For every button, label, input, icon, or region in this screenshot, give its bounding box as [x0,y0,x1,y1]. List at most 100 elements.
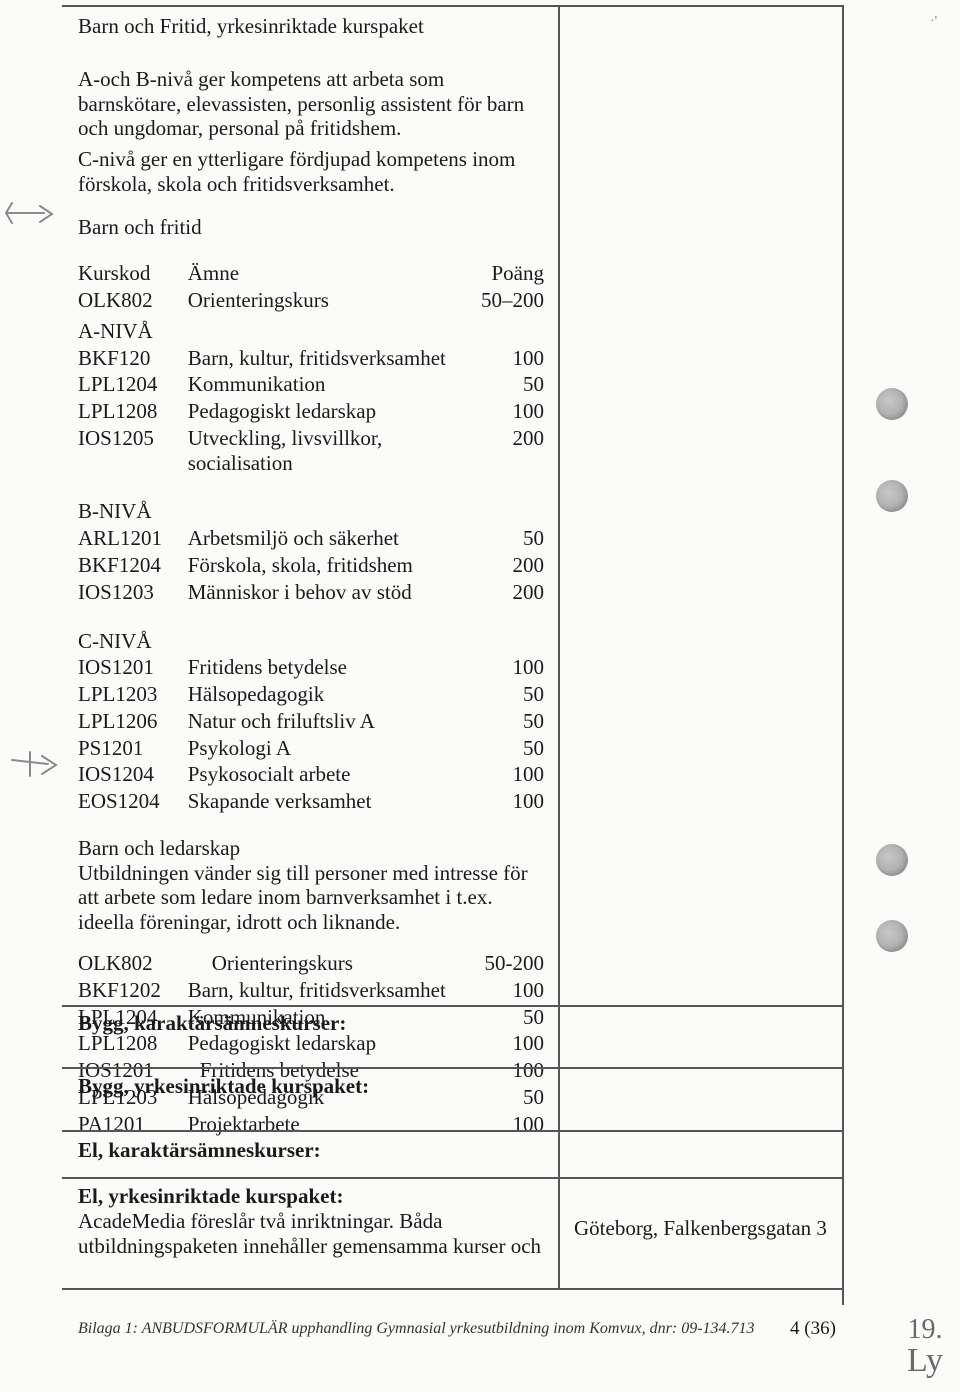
course-code: LPL1203 [78,682,188,709]
course-points: 50–200 [476,288,548,315]
course-subject: Barn, kultur, fritidsverksamhet [188,978,477,1005]
course-points: 100 [476,789,548,816]
row-el-yrk: El, yrkesinriktade kurspaket: AcadeMedia… [78,1184,548,1258]
course-subject: Orienteringskurs [188,951,477,978]
course-points: 200 [476,553,548,580]
handwritten-note: 19. Ly [894,1316,956,1388]
row-divider [62,1067,844,1069]
row-divider [62,1005,844,1007]
course-points: 50 [476,736,548,763]
course-code: IOS1203 [78,580,188,607]
course-code: OLK802 [78,951,188,978]
main-content-cell: Barn och Fritid, yrkesinriktade kurspake… [78,14,548,1138]
course-row: LPL1208Pedagogiskt ledarskap100 [78,399,548,426]
course-code: LPL1206 [78,709,188,736]
course-row: IOS1204Psykosocialt arbete100 [78,762,548,789]
course-code: OLK802 [78,288,188,315]
course-table-2: OLK802Orienteringskurs50-200BKF1202Barn,… [78,951,548,1138]
section2-title: Barn och ledarskap [78,836,548,861]
course-row: IOS1203Människor i behov av stöd200 [78,580,548,607]
course-subject: Pedagogiskt ledarskap [188,399,476,426]
course-code: LPL1208 [78,399,188,426]
subtitle: Barn och fritid [78,215,548,240]
course-subject: Barn, kultur, fritidsverksamhet [188,346,476,373]
row-bygg-kar: Bygg, karaktärsämneskurser: [78,1011,346,1036]
course-subject: Psykologi A [188,736,476,763]
margin-arrow-icon [8,750,64,780]
column-divider [558,5,560,1288]
course-row: BKF1202Barn, kultur, fritidsverksamhet10… [78,978,548,1005]
course-row: IOS1205Utveckling, livsvillkor, socialis… [78,426,548,478]
course-subject: Arbetsmiljö och säkerhet [188,526,476,553]
course-code: ARL1201 [78,526,188,553]
desc-2: C-nivå ger en ytterligare fördjupad komp… [78,147,548,197]
course-row: BKF1204Förskola, skola, fritidshem200 [78,553,548,580]
hdr-code: Kurskod [78,261,188,288]
row-bygg-yrk: Bygg, yrkesinriktade kurspaket: [78,1074,369,1099]
course-code: LPL1204 [78,372,188,399]
course-subject: Utveckling, livsvillkor, socialisation [188,426,476,478]
level-row: A-NIVÅ [78,315,548,346]
course-points: 100 [476,346,548,373]
title: Barn och Fritid, yrkesinriktade kurspake… [78,14,548,39]
course-code: IOS1205 [78,426,188,478]
punch-hole-icon [876,480,908,512]
course-row: OLK802Orienteringskurs50–200 [78,288,548,315]
level-label: A-NIVÅ [78,315,548,346]
course-points: 50 [476,372,548,399]
row-divider [62,1288,844,1290]
punch-hole-icon [876,844,908,876]
course-points: 200 [476,426,548,478]
course-subject: Hälsopedagogik [188,682,476,709]
course-code: IOS1204 [78,762,188,789]
course-points: 100 [476,762,548,789]
level-row: C-NIVÅ [78,625,548,656]
row-divider [62,1177,844,1179]
course-subject: Skapande verksamhet [188,789,476,816]
course-points: 50 [476,1005,548,1032]
row-el-yrk-title: El, yrkesinriktade kurspaket: [78,1184,343,1208]
table-header-row: Kurskod Ämne Poäng [78,261,548,288]
course-subject: Människor i behov av stöd [188,580,476,607]
course-row: IOS1201Fritidens betydelse100 [78,655,548,682]
level-label: C-NIVÅ [78,625,548,656]
course-points: 100 [476,1031,548,1058]
course-points: 100 [476,655,548,682]
course-points: 50-200 [476,951,548,978]
level-label: B-NIVÅ [78,495,548,526]
row-el-kar: El, karaktärsämneskurser: [78,1138,321,1163]
course-points: 200 [476,580,548,607]
course-row: PS1201Psykologi A50 [78,736,548,763]
course-row: BKF120Barn, kultur, fritidsverksamhet100 [78,346,548,373]
row-el-yrk-text: AcadeMedia föreslår två inriktningar. Bå… [78,1209,541,1258]
page-number: 4 (36) [790,1318,836,1340]
course-code: EOS1204 [78,789,188,816]
course-points: 50 [476,1085,548,1112]
corner-mark: ·' [930,14,937,30]
footer-note: Bilaga 1: ANBUDSFORMULÄR upphandling Gym… [78,1320,755,1338]
course-row: ARL1201Arbetsmiljö och säkerhet50 [78,526,548,553]
course-code: IOS1201 [78,655,188,682]
course-subject: Kommunikation [188,372,476,399]
course-row: OLK802Orienteringskurs50-200 [78,951,548,978]
course-subject: Fritidens betydelse [188,655,476,682]
course-code: BKF1204 [78,553,188,580]
hdr-subj: Ämne [188,261,476,288]
course-row: LPL1206Natur och friluftsliv A50 [78,709,548,736]
course-code: PA1201 [78,1112,188,1139]
course-points: 100 [476,978,548,1005]
hand-line-1: 19. [908,1314,943,1345]
course-code: BKF1202 [78,978,188,1005]
punch-hole-icon [876,920,908,952]
course-subject: Natur och friluftsliv A [188,709,476,736]
course-subject: Projektarbete [188,1112,477,1139]
course-row: EOS1204Skapande verksamhet100 [78,789,548,816]
row-divider [62,1130,844,1132]
course-points: 50 [476,709,548,736]
hand-line-2: Ly [907,1342,943,1379]
course-code: PS1201 [78,736,188,763]
punch-hole-icon [876,388,908,420]
course-points: 100 [476,399,548,426]
course-subject: Orienteringskurs [188,288,476,315]
course-points: 100 [476,1112,548,1139]
